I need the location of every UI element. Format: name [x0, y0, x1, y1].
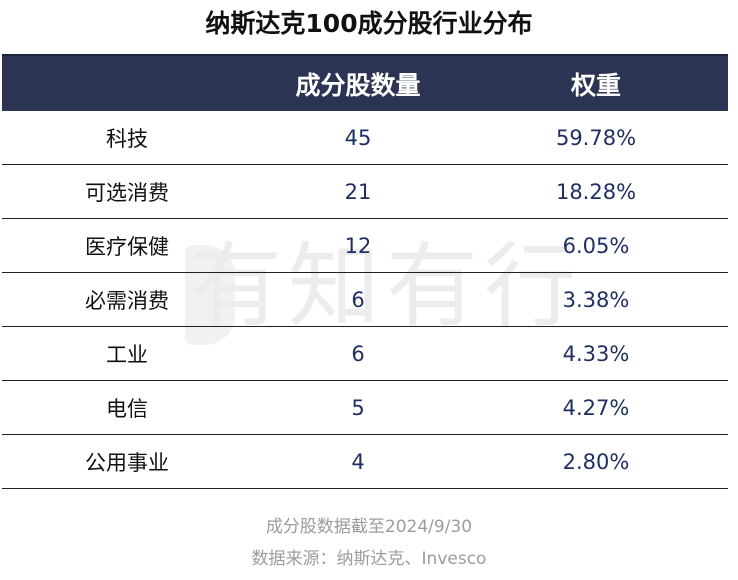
sector-cell: 可选消费 — [2, 164, 252, 219]
sector-cell: 科技 — [2, 111, 252, 165]
count-cell: 45 — [252, 111, 464, 165]
count-cell: 12 — [252, 218, 464, 273]
header-sector — [2, 54, 252, 111]
header-count: 成分股数量 — [252, 54, 464, 111]
sector-cell: 必需消费 — [2, 272, 252, 327]
weight-cell: 6.05% — [464, 218, 728, 273]
table-header-row: 成分股数量 权重 — [2, 54, 728, 111]
date-footnote: 成分股数据截至2024/9/30 — [265, 517, 473, 537]
count-cell: 4 — [252, 434, 464, 489]
page-title: 纳斯达克100成分股行业分布 — [205, 9, 533, 38]
weight-cell: 4.27% — [464, 380, 728, 435]
source-footnote: 数据来源：纳斯达克、Invesco — [251, 549, 487, 569]
header-weight: 权重 — [464, 54, 728, 111]
weight-cell: 3.38% — [464, 272, 728, 327]
table-row: 公用事业 4 2.80% — [2, 434, 728, 489]
table-row: 必需消费 6 3.38% — [2, 272, 728, 327]
count-cell: 21 — [252, 164, 464, 219]
weight-cell: 4.33% — [464, 326, 728, 381]
weight-cell: 18.28% — [464, 164, 728, 219]
sector-cell: 工业 — [2, 326, 252, 381]
count-cell: 5 — [252, 380, 464, 435]
table-row: 电信 5 4.27% — [2, 380, 728, 435]
table-row: 科技 45 59.78% — [2, 111, 728, 165]
count-cell: 6 — [252, 326, 464, 381]
sector-table: 成分股数量 权重 科技 45 59.78% 可选消费 21 18.28% 医疗保… — [2, 54, 728, 489]
sector-cell: 电信 — [2, 380, 252, 435]
sector-cell: 医疗保健 — [2, 218, 252, 273]
weight-cell: 2.80% — [464, 434, 728, 489]
weight-cell: 59.78% — [464, 111, 728, 165]
count-cell: 6 — [252, 272, 464, 327]
table-row: 医疗保健 12 6.05% — [2, 218, 728, 273]
table-row: 可选消费 21 18.28% — [2, 164, 728, 219]
sector-cell: 公用事业 — [2, 434, 252, 489]
table-row: 工业 6 4.33% — [2, 326, 728, 381]
